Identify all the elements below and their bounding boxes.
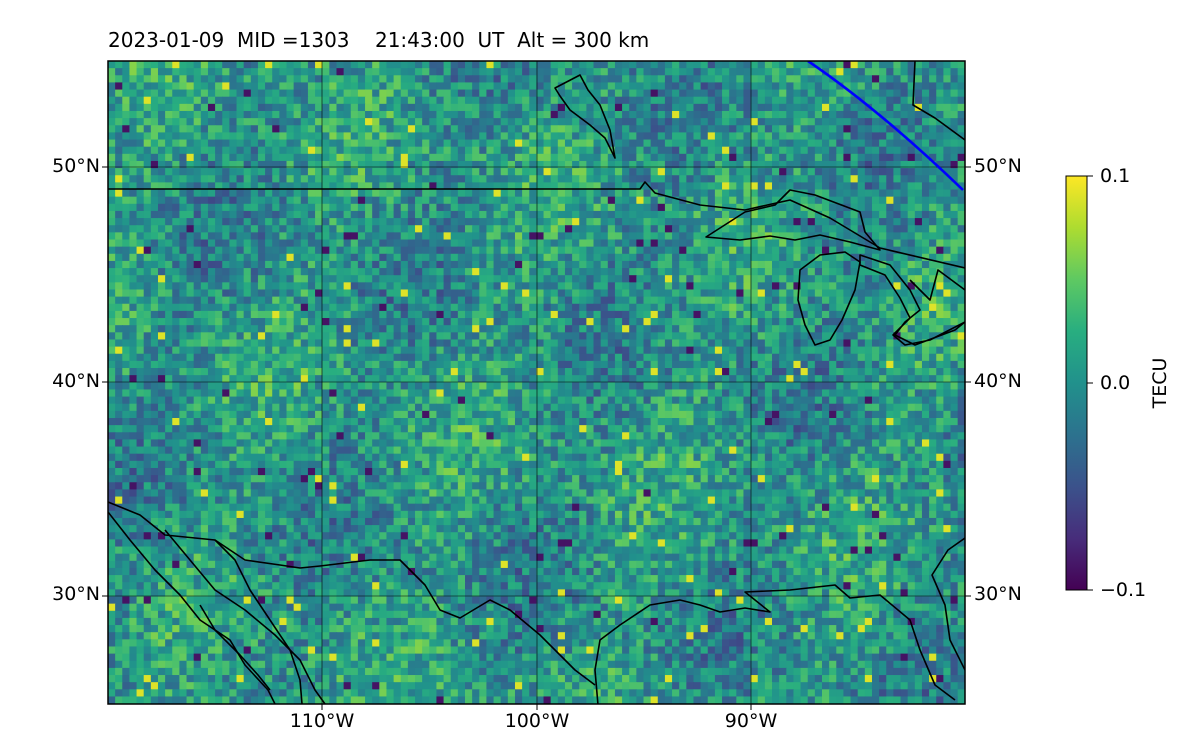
mexico-pacific-inner: [164, 529, 326, 704]
lat-label-30-left: 30°N: [52, 583, 100, 605]
colorbar-tick-zero: 0.0: [1100, 372, 1131, 394]
northeast-coast: [912, 61, 965, 141]
lon-label-90w: 90°W: [724, 710, 778, 732]
lake-erie: [909, 269, 965, 301]
title-mid: MID =1303: [236, 28, 350, 52]
map-title: 2023-01-09 MID =1303 21:43:00 UT Alt = 3…: [108, 28, 649, 52]
colorbar-tick-max: 0.1: [1100, 165, 1131, 187]
lat-label-40-right: 40°N: [974, 370, 1022, 392]
hudson-bay-shore: [554, 74, 616, 159]
lon-label-100w: 100°W: [504, 710, 570, 732]
title-altitude: Alt = 300 km: [517, 28, 650, 52]
colorbar-tick-marks: [1087, 175, 1093, 591]
coastlines-borders: [108, 61, 965, 704]
baja-california: [108, 511, 276, 704]
title-date: 2023-01-09: [108, 28, 225, 52]
lat-label-40-left: 40°N: [52, 370, 100, 392]
us-canada-border: [108, 181, 965, 269]
title-ut: UT: [477, 28, 505, 52]
axis-tick-marks: [102, 166, 971, 710]
tec-heatmap: [108, 61, 965, 704]
mexico-border: [108, 501, 596, 686]
lat-label-50-left: 50°N: [52, 155, 100, 177]
colorbar-tick-min: −0.1: [1100, 579, 1147, 601]
colorbar-title: TECU: [1149, 357, 1171, 409]
lake-superior: [705, 189, 881, 251]
lake-huron-michigan-east: [859, 254, 965, 346]
lat-label-30-right: 30°N: [974, 583, 1022, 605]
title-time: 21:43:00: [374, 28, 465, 52]
colorbar: [1065, 175, 1088, 591]
mexico-inland-border: [214, 539, 303, 704]
lon-label-110w: 110°W: [289, 710, 355, 732]
lake-michigan: [797, 251, 861, 346]
sea-of-cortez-west: [199, 604, 271, 691]
gulf-coast: [594, 584, 956, 704]
terminator-line: [807, 61, 964, 191]
florida-east-coast: [931, 537, 965, 671]
lat-label-50-right: 50°N: [974, 155, 1022, 177]
